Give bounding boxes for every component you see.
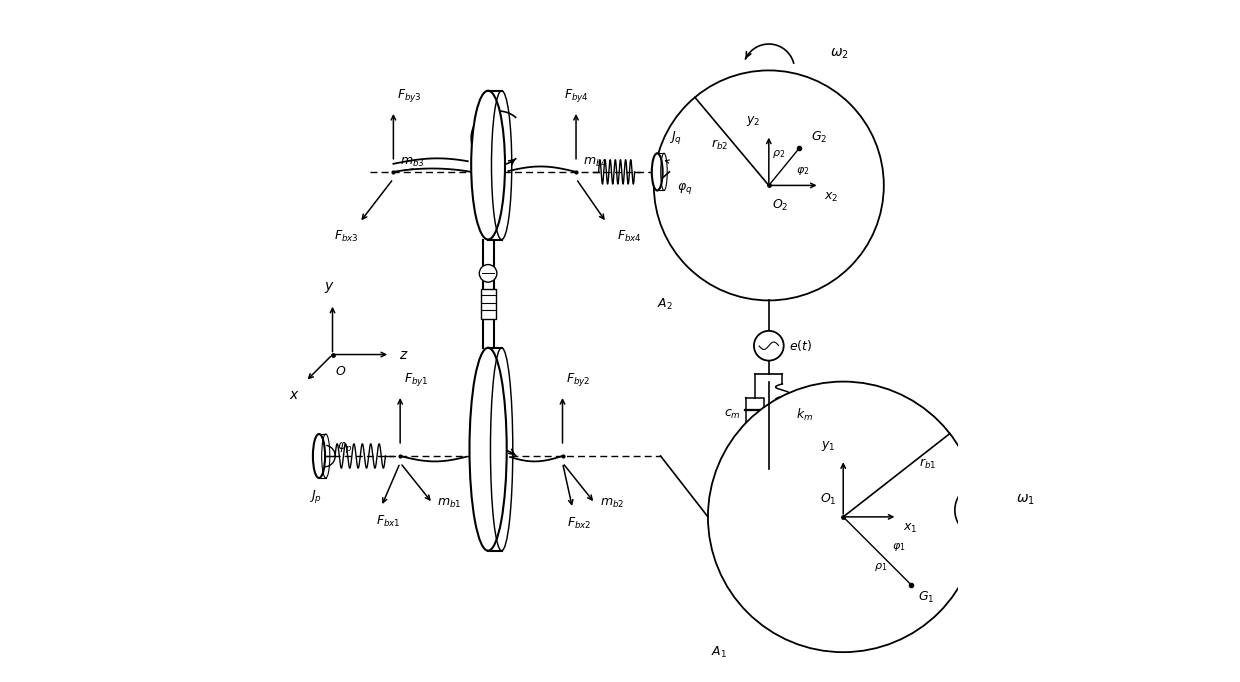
Text: $r_{b1}$: $r_{b1}$ [919, 457, 936, 471]
Text: $x$: $x$ [289, 388, 300, 402]
Text: $y_1$: $y_1$ [821, 439, 835, 453]
Circle shape [754, 331, 784, 361]
Text: $O_1$: $O_1$ [820, 492, 837, 507]
Text: $k_m$: $k_m$ [796, 406, 813, 423]
Circle shape [653, 70, 884, 300]
Text: $m_{b3}$: $m_{b3}$ [401, 155, 425, 168]
Text: $y$: $y$ [324, 280, 335, 295]
Ellipse shape [471, 91, 505, 239]
Ellipse shape [470, 348, 507, 550]
Text: $F_{bx4}$: $F_{bx4}$ [616, 229, 641, 244]
Text: $O_2$: $O_2$ [773, 198, 789, 213]
Text: $F_{by1}$: $F_{by1}$ [403, 372, 428, 388]
Text: $F_{by4}$: $F_{by4}$ [563, 87, 589, 104]
Bar [481, 289, 496, 319]
Circle shape [480, 265, 497, 282]
Text: $F_{bx1}$: $F_{bx1}$ [376, 514, 401, 529]
Text: $z$: $z$ [399, 348, 408, 361]
Text: $F_{bx3}$: $F_{bx3}$ [334, 229, 358, 244]
Text: $J_q$: $J_q$ [670, 129, 682, 146]
Text: $F_{bx2}$: $F_{bx2}$ [567, 516, 591, 531]
Text: $A_1$: $A_1$ [712, 645, 728, 660]
Ellipse shape [652, 153, 662, 190]
Text: $c_m$: $c_m$ [724, 409, 740, 421]
Text: $m_{b1}$: $m_{b1}$ [438, 496, 461, 509]
Text: $G_2$: $G_2$ [811, 130, 828, 145]
Text: $F_{by2}$: $F_{by2}$ [565, 372, 590, 388]
Text: $e(t)$: $e(t)$ [789, 338, 812, 353]
Text: $A_2$: $A_2$ [657, 297, 673, 312]
Text: $m_{b2}$: $m_{b2}$ [600, 496, 624, 509]
Text: $F_{by3}$: $F_{by3}$ [397, 87, 422, 104]
Text: $\omega_1$: $\omega_1$ [1016, 493, 1034, 507]
Text: $\rho_1$: $\rho_1$ [874, 561, 887, 573]
Text: $\rho_2$: $\rho_2$ [773, 148, 785, 160]
Text: $G_1$: $G_1$ [918, 590, 934, 605]
Text: $y_2$: $y_2$ [746, 114, 760, 128]
Bar [482, 239, 494, 348]
Text: $\varphi_p$: $\varphi_p$ [337, 441, 352, 456]
Text: $x_1$: $x_1$ [903, 522, 918, 535]
Text: $m_{b4}$: $m_{b4}$ [583, 155, 608, 168]
Text: $r_{b2}$: $r_{b2}$ [711, 138, 728, 152]
Circle shape [708, 382, 978, 652]
Text: $J_p$: $J_p$ [309, 488, 322, 505]
Text: $\varphi_2$: $\varphi_2$ [796, 165, 810, 177]
Text: $O$: $O$ [335, 365, 346, 378]
Text: $x_2$: $x_2$ [825, 191, 838, 204]
Text: $\varphi_q$: $\varphi_q$ [677, 181, 693, 196]
Text: $\omega_2$: $\omega_2$ [830, 46, 848, 61]
Ellipse shape [312, 434, 325, 478]
Text: $\varphi_1$: $\varphi_1$ [892, 541, 905, 552]
